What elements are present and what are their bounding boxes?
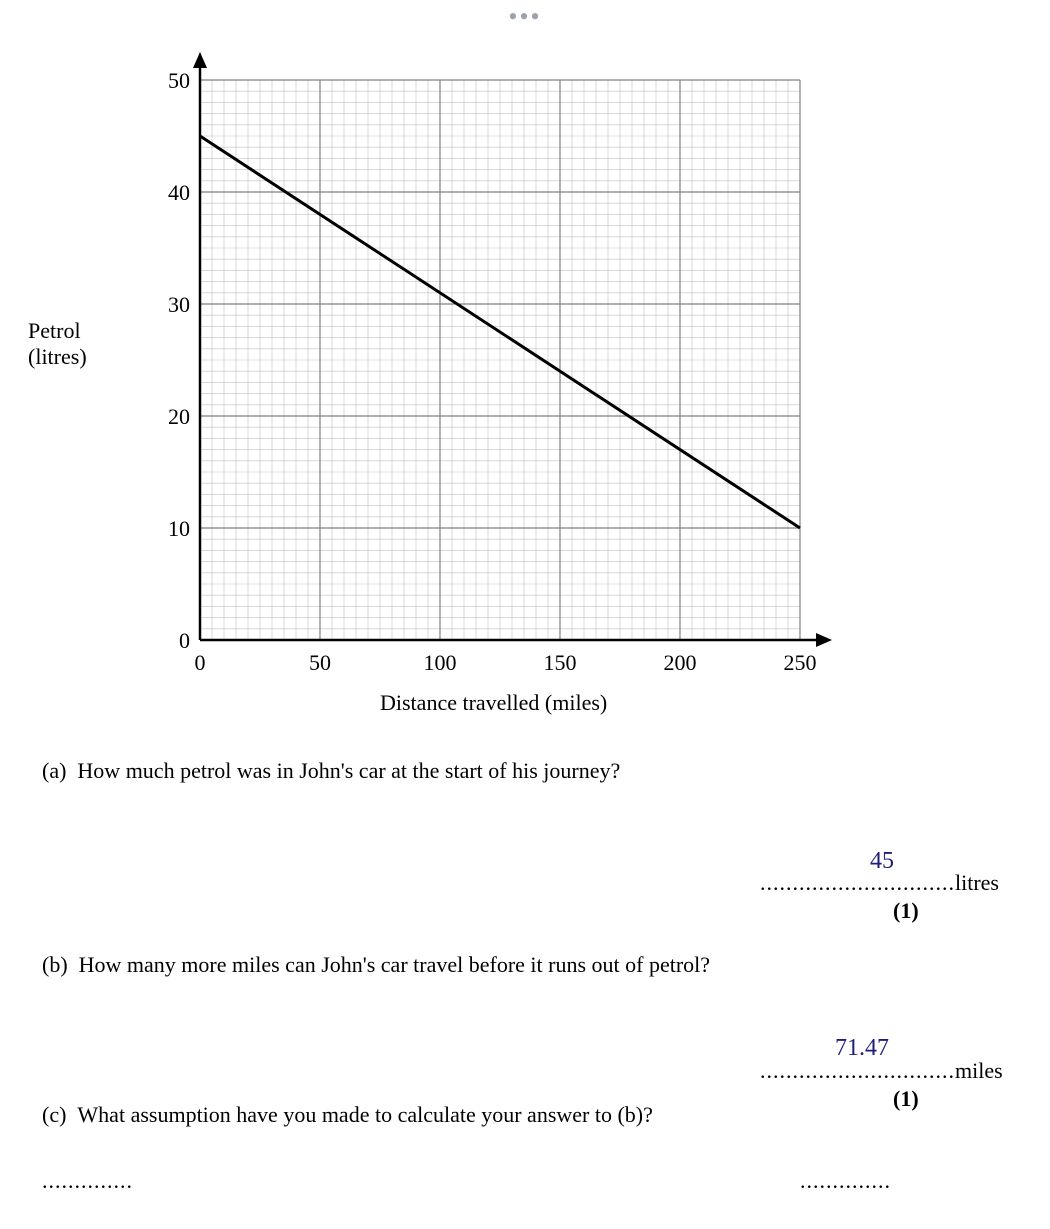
petrol-chart xyxy=(0,0,850,700)
x-axis-label: Distance travelled (miles) xyxy=(380,690,607,716)
dotted-b: .............................. xyxy=(760,1058,955,1083)
y-axis-label-line2: (litres) xyxy=(28,344,87,369)
bottom-dotted-left: .............. xyxy=(42,1168,133,1194)
bottom-dotted-right: .............. xyxy=(800,1168,891,1194)
question-a-text: How much petrol was in John's car at the… xyxy=(77,758,620,783)
answer-b-line: ..............................miles xyxy=(760,1058,1003,1084)
y-axis-label: Petrol (litres) xyxy=(28,318,87,371)
y-tick: 20 xyxy=(150,404,190,430)
question-c-label: (c) xyxy=(42,1102,66,1127)
question-b-text: How many more miles can John's car trave… xyxy=(79,952,710,977)
question-c-text: What assumption have you made to calcula… xyxy=(77,1102,652,1127)
y-tick: 50 xyxy=(150,68,190,94)
question-c: (c) What assumption have you made to cal… xyxy=(42,1102,653,1128)
x-tick: 100 xyxy=(415,650,465,676)
page-container: ••• Petrol (litres) Distance travelled (… xyxy=(0,0,1050,1229)
answer-a-line: ..............................litres xyxy=(760,870,999,896)
x-tick: 50 xyxy=(295,650,345,676)
question-b-label: (b) xyxy=(42,952,68,977)
marks-b: (1) xyxy=(893,1086,919,1112)
answer-a-unit: litres xyxy=(955,870,999,895)
dotted-a: .............................. xyxy=(760,870,955,895)
answer-b-unit: miles xyxy=(955,1058,1003,1083)
question-b: (b) How many more miles can John's car t… xyxy=(42,952,710,978)
question-a: (a) How much petrol was in John's car at… xyxy=(42,758,620,784)
x-tick: 250 xyxy=(775,650,825,676)
y-tick: 10 xyxy=(150,516,190,542)
marks-a: (1) xyxy=(893,898,919,924)
x-tick: 150 xyxy=(535,650,585,676)
x-tick: 200 xyxy=(655,650,705,676)
x-tick: 0 xyxy=(175,650,225,676)
question-a-label: (a) xyxy=(42,758,66,783)
y-tick: 40 xyxy=(150,180,190,206)
y-axis-label-line1: Petrol xyxy=(28,318,81,343)
y-tick: 30 xyxy=(150,292,190,318)
